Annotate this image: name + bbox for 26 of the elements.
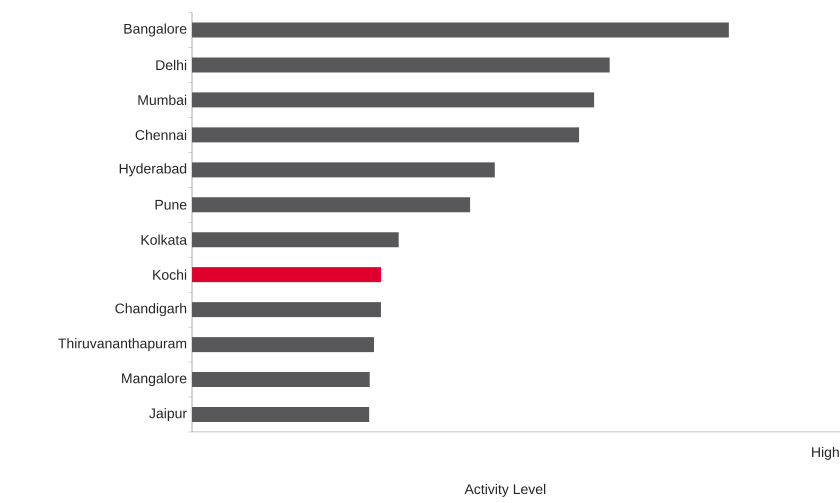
y-tick-label: Kochi [153, 270, 186, 280]
bar [192, 337, 374, 352]
text: High [812, 446, 839, 460]
y-tick-label: Mumbai [138, 94, 186, 106]
bar [192, 22, 729, 38]
y-tick-label: Jaipur [149, 408, 187, 422]
y-tick-label: Mangalore [122, 373, 186, 386]
bar [192, 302, 381, 318]
bar [192, 232, 399, 248]
bar [192, 92, 594, 108]
bar [192, 372, 370, 388]
bar [192, 162, 495, 178]
y-tick-label: Delhi [156, 60, 186, 70]
bar [192, 57, 610, 72]
y-tick-label: Hyderabad [120, 163, 186, 176]
y-tick-label: Bangalore [124, 23, 186, 37]
y-tick-label: Chennai [136, 130, 186, 140]
x-axis-title: Activity Level [464, 484, 546, 497]
y-tick-label: Pune [156, 200, 186, 210]
y-tick-label: Chandigarh [115, 303, 186, 316]
bar [192, 267, 381, 282]
y-tick-label: Thiruvananthapuram [58, 338, 186, 352]
bar [192, 127, 580, 142]
bar [192, 407, 370, 422]
y-tick-label: Kolkata [142, 234, 188, 245]
bar [192, 197, 470, 212]
